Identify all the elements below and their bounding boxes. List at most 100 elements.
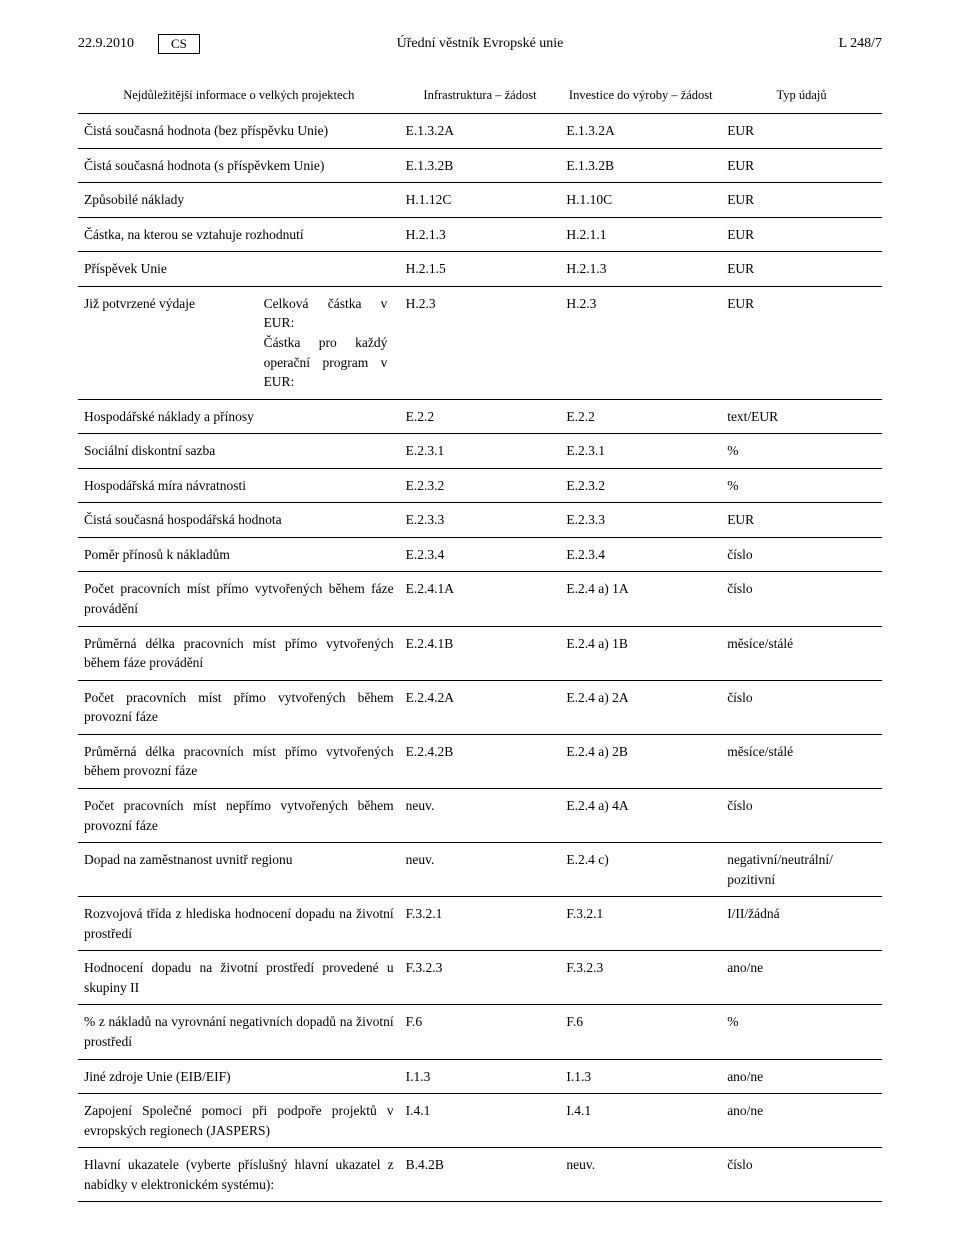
table-row: Jiné zdroje Unie (EIB/EIF)I.1.3I.1.3ano/… (78, 1059, 882, 1094)
cell-info: Hospodářská míra návratnosti (78, 468, 400, 503)
running-header: 22.9.2010 CS Úřední věstník Evropské uni… (78, 34, 882, 54)
cell-info: Čistá současná hodnota (s příspěvkem Uni… (78, 148, 400, 183)
table-row: Příspěvek UnieH.2.1.5H.2.1.3EUR (78, 252, 882, 287)
table-row: Částka, na kterou se vztahuje rozhodnutí… (78, 217, 882, 252)
cell-type: EUR (721, 286, 882, 399)
cell-info: Poměr přínosů k nákladům (78, 537, 400, 572)
cell-info: Částka, na kterou se vztahuje rozhodnutí (78, 217, 400, 252)
cell-info: Hospodářské náklady a přínosy (78, 399, 400, 434)
cell-infra: E.1.3.2A (400, 114, 561, 149)
cell-invest: F.6 (560, 1005, 721, 1059)
cell-type: ano/ne (721, 951, 882, 1005)
cell-info: Čistá současná hodnota (bez příspěvku Un… (78, 114, 400, 149)
cell-infra: I.1.3 (400, 1059, 561, 1094)
table-row: Zapojení Společné pomoci při podpoře pro… (78, 1094, 882, 1148)
cell-type: měsíce/stálé (721, 626, 882, 680)
cell-invest: I.1.3 (560, 1059, 721, 1094)
cell-infra: neuv. (400, 788, 561, 842)
cell-invest: F.3.2.1 (560, 897, 721, 951)
cell-infra: E.2.3.2 (400, 468, 561, 503)
cell-type: číslo (721, 680, 882, 734)
cell-invest: E.2.3.4 (560, 537, 721, 572)
table-row: Hodnocení dopadu na životní prostředí pr… (78, 951, 882, 1005)
cell-infra: F.6 (400, 1005, 561, 1059)
cell-invest: H.2.1.1 (560, 217, 721, 252)
cell-infra: E.2.3.4 (400, 537, 561, 572)
cell-invest: E.2.4 a) 2A (560, 680, 721, 734)
cell-invest: E.2.4 a) 4A (560, 788, 721, 842)
cell-type: EUR (721, 503, 882, 538)
col-header-invest: Investice do výroby – žádost (560, 78, 721, 114)
cell-info: Způsobilé náklady (78, 183, 400, 218)
cell-infra: B.4.2B (400, 1148, 561, 1202)
cell-info: Čistá současná hospodářská hodnota (78, 503, 400, 538)
cell-info: Počet pracovních míst přímo vytvořených … (78, 572, 400, 626)
cell-type: ano/ne (721, 1059, 882, 1094)
cell-invest: H.2.1.3 (560, 252, 721, 287)
cell-infra: H.1.12C (400, 183, 561, 218)
cell-type: číslo (721, 572, 882, 626)
table-row: Průměrná délka pracovních míst přímo vyt… (78, 626, 882, 680)
cell-infra: H.2.1.3 (400, 217, 561, 252)
cell-type: % (721, 468, 882, 503)
cell-info: Sociální diskontní sazba (78, 434, 400, 469)
cell-infra: F.3.2.1 (400, 897, 561, 951)
cell-info: % z nákladů na vyrovnání negativních dop… (78, 1005, 400, 1059)
cell-info-label: Již potvrzené výdaje (84, 294, 264, 314)
table-row: Hlavní ukazatele (vyberte příslušný hlav… (78, 1148, 882, 1202)
cell-invest: E.1.3.2A (560, 114, 721, 149)
cell-infra: E.2.4.2B (400, 734, 561, 788)
cell-type: číslo (721, 537, 882, 572)
cell-type: měsíce/stálé (721, 734, 882, 788)
cell-type: číslo (721, 788, 882, 842)
col-header-type: Typ údajů (721, 78, 882, 114)
cell-infra: I.4.1 (400, 1094, 561, 1148)
col-header-infra: Infrastruktura – žádost (400, 78, 561, 114)
cell-type: EUR (721, 183, 882, 218)
cell-type: negativní/neutrální/ pozitivní (721, 843, 882, 897)
cell-info: Zapojení Společné pomoci při podpoře pro… (78, 1094, 400, 1148)
table-row: Již potvrzené výdajeCelková částka v EUR… (78, 286, 882, 399)
cell-type: % (721, 1005, 882, 1059)
cell-type: % (721, 434, 882, 469)
cell-invest: H.2.3 (560, 286, 721, 399)
table-row: Způsobilé nákladyH.1.12CH.1.10CEUR (78, 183, 882, 218)
header-date: 22.9.2010 (78, 36, 134, 52)
cell-type: číslo (721, 1148, 882, 1202)
table-row: % z nákladů na vyrovnání negativních dop… (78, 1005, 882, 1059)
cell-invest: I.4.1 (560, 1094, 721, 1148)
cell-invest: H.1.10C (560, 183, 721, 218)
cell-infra: E.2.2 (400, 399, 561, 434)
table-row: Čistá současná hodnota (bez příspěvku Un… (78, 114, 882, 149)
cell-infra: neuv. (400, 843, 561, 897)
cell-type: EUR (721, 114, 882, 149)
cell-info: Jiné zdroje Unie (EIB/EIF) (78, 1059, 400, 1094)
cell-info: Příspěvek Unie (78, 252, 400, 287)
cell-infra: E.2.4.1A (400, 572, 561, 626)
cell-info: Průměrná délka pracovních míst přímo vyt… (78, 734, 400, 788)
page: 22.9.2010 CS Úřední věstník Evropské uni… (0, 0, 960, 1242)
language-badge: CS (158, 34, 200, 54)
table-header: Nejdůležitější informace o velkých proje… (78, 78, 882, 114)
cell-infra: E.1.3.2B (400, 148, 561, 183)
cell-invest: neuv. (560, 1148, 721, 1202)
cell-invest: E.2.2 (560, 399, 721, 434)
cell-info: Průměrná délka pracovních míst přímo vyt… (78, 626, 400, 680)
table-row: Hospodářské náklady a přínosyE.2.2E.2.2t… (78, 399, 882, 434)
cell-info: Hodnocení dopadu na životní prostředí pr… (78, 951, 400, 1005)
table-row: Dopad na zaměstnanost uvnitř regionuneuv… (78, 843, 882, 897)
table-row: Čistá současná hospodářská hodnotaE.2.3.… (78, 503, 882, 538)
col-header-info: Nejdůležitější informace o velkých proje… (78, 78, 400, 114)
cell-infra: F.3.2.3 (400, 951, 561, 1005)
cell-invest: E.1.3.2B (560, 148, 721, 183)
header-left: 22.9.2010 CS (78, 34, 200, 54)
cell-type: I/II/žádná (721, 897, 882, 951)
cell-type: text/EUR (721, 399, 882, 434)
table-row: Sociální diskontní sazbaE.2.3.1E.2.3.1% (78, 434, 882, 469)
header-page-ref: L 248/7 (839, 36, 882, 52)
table-row: Počet pracovních míst nepřímo vytvořenýc… (78, 788, 882, 842)
cell-info-detail: Celková částka v EUR: Částka pro každý o… (264, 294, 388, 392)
cell-info: Počet pracovních míst nepřímo vytvořenýc… (78, 788, 400, 842)
cell-infra: H.2.1.5 (400, 252, 561, 287)
cell-info: Počet pracovních míst přímo vytvořených … (78, 680, 400, 734)
